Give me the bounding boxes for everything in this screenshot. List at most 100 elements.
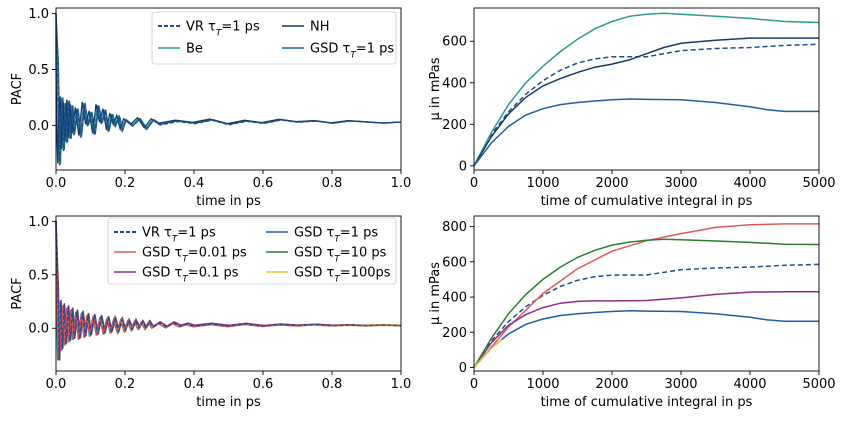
series-line-GSD1 — [55, 13, 402, 165]
y-axis-label: PACF — [10, 277, 25, 309]
legend-label-rest: =1 ps — [221, 20, 260, 35]
legend-label-main: GSD τ — [294, 246, 334, 261]
legend-label-main: GSD τ — [294, 226, 334, 241]
x-tick-label: 0.6 — [253, 176, 274, 191]
y-tick-label: 0.5 — [28, 63, 49, 78]
legend-label-sub: T — [182, 275, 189, 285]
x-axis-label: time of cumulative integral in ps — [541, 395, 753, 410]
legend-label-rest: =1 ps — [356, 42, 395, 57]
x-tick-label: 2000 — [595, 377, 628, 392]
x-tick-label: 3000 — [664, 377, 697, 392]
x-tick-label: 3000 — [664, 176, 697, 191]
legend-label-main: GSD τ — [294, 266, 334, 281]
x-tick-label: 0.0 — [46, 377, 67, 392]
y-tick-label: 600 — [442, 255, 467, 270]
y-tick-label: 0.0 — [28, 119, 49, 134]
x-tick-label: 0.2 — [115, 377, 136, 392]
series-line-1 — [473, 12, 820, 167]
legend-label-rest: =1 ps — [177, 226, 216, 241]
legend-label-main: Be — [186, 42, 203, 57]
legend-label-main: VR τ — [186, 20, 216, 35]
x-tick-label: 1000 — [526, 176, 559, 191]
x-tick-label: 0.6 — [253, 377, 274, 392]
legend-entry-GSD100: GSD τT=100ps — [294, 266, 391, 285]
plot-area — [474, 8, 819, 170]
legend-label-rest: =100ps — [340, 266, 391, 281]
legend-entry-NH: NH — [310, 20, 330, 35]
x-tick-label: 0 — [470, 377, 478, 392]
x-tick-label: 5000 — [802, 377, 835, 392]
axes-frame — [55, 7, 402, 171]
x-tick-label: 5000 — [802, 176, 835, 191]
legend-label-rest: =10 ps — [340, 246, 387, 261]
legend-label-sub: T — [182, 255, 189, 265]
legend-box — [107, 217, 397, 285]
legend-label-rest: =1 ps — [340, 226, 379, 241]
legend-label-main: GSD τ — [142, 246, 182, 261]
x-tick-label: 2000 — [595, 176, 628, 191]
y-tick-label: 200 — [442, 118, 467, 133]
series-line-3 — [473, 310, 819, 368]
series-line-0 — [473, 43, 820, 167]
panel-top-right: 0 1000 2000 3000 4000 5000 0 200 400 600 time of c… — [428, 7, 836, 209]
series-line-VR — [55, 221, 402, 361]
legend-entry-GSD10: GSD τT=10 ps — [294, 246, 387, 265]
series-line-2 — [473, 290, 819, 368]
y-tick-label: 400 — [442, 76, 467, 91]
legend-entry-GSD1: GSD τT=1 ps — [294, 226, 378, 245]
axes-frame — [473, 215, 820, 372]
series-line-VR — [55, 13, 402, 166]
legend-label-sub: T — [334, 235, 341, 245]
x-tick-label: 1000 — [526, 377, 559, 392]
x-tick-label: 1.0 — [391, 176, 412, 191]
legend-label-main: NH — [310, 20, 330, 35]
plot-area — [474, 216, 819, 371]
legend-box — [151, 11, 397, 65]
series-line-2 — [473, 37, 819, 167]
x-axis-label: time in ps — [196, 194, 261, 209]
legend-label-sub: T — [350, 51, 357, 61]
y-tick-label: 200 — [442, 326, 467, 341]
legend-label-sub: T — [334, 255, 341, 265]
y-axis-label: PACF — [10, 73, 25, 105]
panel-top-left: 0.0 0.2 0.4 0.6 0.8 1.0 0.0 0.5 1.0 time in ps PAC… — [10, 7, 411, 209]
legend-label-main: GSD τ — [142, 266, 182, 281]
y-axis-label: μ in mPas — [428, 57, 443, 120]
y-tick-label: 0.0 — [28, 322, 49, 337]
legend-label-rest: =0.1 ps — [188, 266, 239, 281]
legend-entry-GSD0.01: GSD τT=0.01 ps — [142, 246, 247, 265]
panel-bottom-left: 0.0 0.2 0.4 0.6 0.8 1.0 0.0 0.5 1.0 time in ps PAC… — [10, 215, 411, 410]
y-tick-label: 0 — [459, 159, 467, 174]
legend-label-sub: T — [172, 235, 179, 245]
legend-label-main: GSD τ — [310, 42, 350, 57]
panel-bottom-right: 0 1000 2000 3000 4000 5000 0 200 400 600 800 time o… — [428, 215, 836, 410]
legend-label-main: VR τ — [142, 226, 172, 241]
y-tick-label: 0 — [459, 361, 467, 376]
series-line-0 — [473, 263, 820, 368]
axes-frame — [473, 7, 820, 171]
legend-entry-VR: VR τT=1 ps — [142, 226, 216, 245]
legend-entry-VR: VR τT=1 ps — [186, 20, 260, 39]
y-tick-label: 800 — [442, 220, 467, 235]
y-tick-label: 0.5 — [28, 268, 49, 283]
x-tick-label: 0.2 — [115, 176, 136, 191]
x-tick-label: 0 — [470, 176, 478, 191]
x-tick-label: 1.0 — [391, 377, 412, 392]
x-axis-label: time in ps — [196, 395, 261, 410]
y-tick-label: 1.0 — [28, 215, 49, 230]
legend-entry-Be: Be — [186, 42, 203, 57]
legend-entry-GSD1: GSD τT=1 ps — [310, 42, 394, 61]
x-axis-label: time of cumulative integral in ps — [541, 194, 753, 209]
series-line-4 — [473, 238, 820, 368]
y-axis-label: μ in mPas — [428, 262, 443, 325]
y-tick-label: 1.0 — [28, 7, 49, 22]
legend-label-rest: =0.01 ps — [188, 246, 247, 261]
legend-label-sub: T — [334, 275, 341, 285]
legend-entry-GSD0.1: GSD τT=0.1 ps — [142, 266, 239, 285]
x-tick-label: 4000 — [733, 176, 766, 191]
series-line-3 — [473, 98, 819, 167]
series-line-5 — [473, 338, 503, 368]
x-tick-label: 0.0 — [46, 176, 67, 191]
legend-label-sub: T — [216, 29, 223, 39]
